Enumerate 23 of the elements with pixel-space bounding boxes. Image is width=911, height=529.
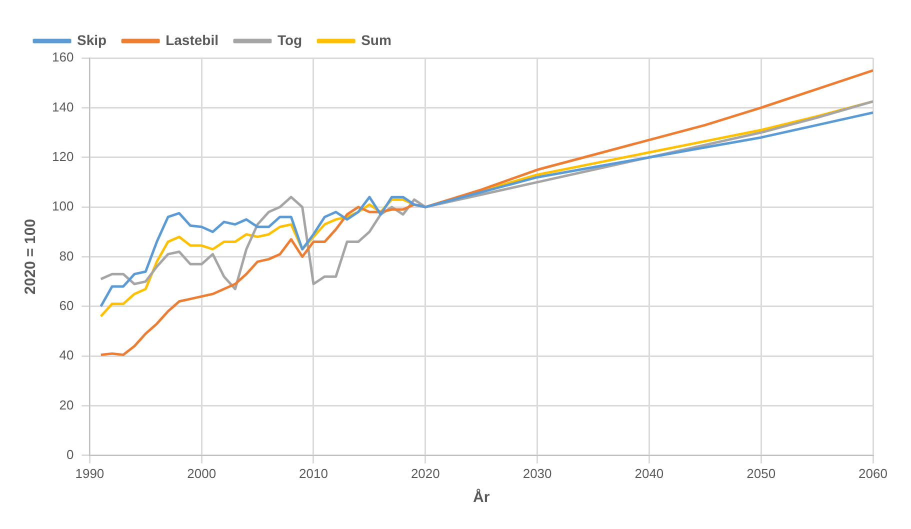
x-axis-title: År — [473, 488, 490, 506]
x-tick-label: 2030 — [522, 466, 552, 481]
legend-label: Sum — [361, 32, 392, 48]
legend-label: Tog — [277, 32, 302, 48]
x-tick-label: 2040 — [634, 466, 664, 481]
y-tick-label: 80 — [59, 248, 74, 264]
x-tick-label: 2020 — [410, 466, 440, 481]
x-tick-label: 2000 — [187, 466, 216, 481]
y-tick-label: 160 — [52, 50, 74, 65]
legend-label: Lastebil — [166, 32, 218, 48]
x-tick-label: 2050 — [746, 466, 776, 481]
x-tick-label: 2010 — [299, 466, 328, 481]
x-tick-label: 1990 — [75, 466, 104, 481]
y-tick-label: 140 — [52, 99, 74, 114]
y-axis-title: 2020 = 100 — [22, 218, 40, 294]
legend-label: Skip — [77, 32, 107, 48]
y-tick-label: 60 — [59, 298, 74, 313]
y-tick-label: 0 — [66, 446, 74, 462]
x-tick-label: 2060 — [858, 466, 888, 481]
y-tick-label: 100 — [52, 198, 74, 214]
y-tick-label: 40 — [59, 348, 74, 363]
y-tick-label: 120 — [52, 148, 74, 164]
y-tick-label: 20 — [59, 397, 74, 412]
